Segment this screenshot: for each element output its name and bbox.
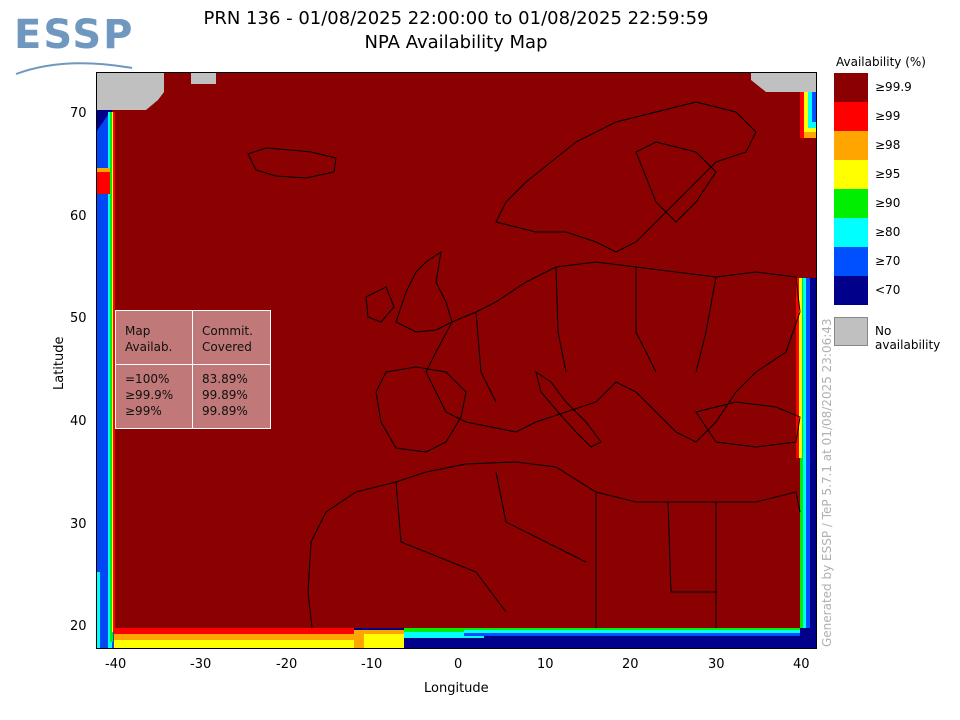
y-tick-20: 20	[70, 619, 87, 634]
stats-row-2-label: ≥99.9%	[125, 388, 174, 402]
no-data-n	[191, 72, 216, 84]
generated-by-watermark: Generated by ESSP / TeP 5.7.1 at 01/08/2…	[820, 318, 834, 647]
legend-swatch-7	[834, 276, 868, 305]
y-tick-50: 50	[70, 311, 87, 326]
x-tick-m30: -30	[190, 657, 212, 672]
legend-label-5: ≥80	[875, 225, 901, 239]
stats-row-2-value: 99.89%	[202, 388, 248, 402]
stats-header-right-2: Covered	[202, 340, 252, 354]
legend-label-2: ≥98	[875, 138, 901, 152]
y-tick-40: 40	[70, 414, 87, 429]
coastlines	[247, 101, 801, 629]
stats-header-left-1: Map	[125, 324, 151, 338]
map-frame	[96, 72, 817, 649]
legend-swatch-5	[834, 218, 868, 247]
legend-swatch-3	[834, 160, 868, 189]
stats-row-3-value: 99.89%	[202, 404, 248, 418]
x-tick-20: 20	[622, 657, 639, 672]
no-data-ne	[751, 72, 816, 92]
legend-swatch-no-data	[834, 317, 868, 346]
x-tick-m10: -10	[361, 657, 383, 672]
legend-swatch-6	[834, 247, 868, 276]
stats-header-left-2: Availab.	[125, 340, 173, 354]
y-tick-30: 30	[70, 517, 87, 532]
legend-swatch-0	[834, 73, 868, 102]
chart-subtitle: NPA Availability Map	[364, 32, 548, 53]
x-tick-30: 30	[708, 657, 725, 672]
x-tick-0: 0	[454, 657, 463, 672]
legend-swatch-4	[834, 189, 868, 218]
legend-label-7: <70	[875, 283, 901, 297]
stats-table: Map Availab. Commit. Covered =100% ≥99.9…	[115, 310, 271, 429]
stats-row-1-label: =100%	[125, 372, 170, 386]
legend-swatch-2	[834, 131, 868, 160]
essp-logo: ESSP	[14, 12, 135, 58]
legend-swatch-1	[834, 102, 868, 131]
x-tick-40: 40	[793, 657, 810, 672]
no-data-nw	[96, 72, 164, 110]
legend-label-no-data: No availability	[875, 324, 941, 352]
chart-title: PRN 136 - 01/08/2025 22:00:00 to 01/08/2…	[203, 8, 709, 29]
x-tick-m40: -40	[105, 657, 127, 672]
x-axis-label: Longitude	[424, 681, 489, 696]
legend-label-4: ≥90	[875, 196, 901, 210]
legend-label-0: ≥99.9	[875, 80, 912, 94]
legend-label-3: ≥95	[875, 167, 901, 181]
stats-header-right-1: Commit.	[202, 324, 253, 338]
y-tick-60: 60	[70, 209, 87, 224]
legend-title: Availability (%)	[836, 55, 926, 69]
stats-row-3-label: ≥99%	[125, 404, 162, 418]
legend-label-6: ≥70	[875, 254, 901, 268]
x-tick-10: 10	[537, 657, 554, 672]
x-tick-m20: -20	[276, 657, 298, 672]
y-tick-70: 70	[70, 106, 87, 121]
legend-label-1: ≥99	[875, 109, 901, 123]
stats-row-1-value: 83.89%	[202, 372, 248, 386]
y-axis-label: Latitude	[52, 336, 67, 390]
logo-swoosh	[15, 62, 133, 75]
